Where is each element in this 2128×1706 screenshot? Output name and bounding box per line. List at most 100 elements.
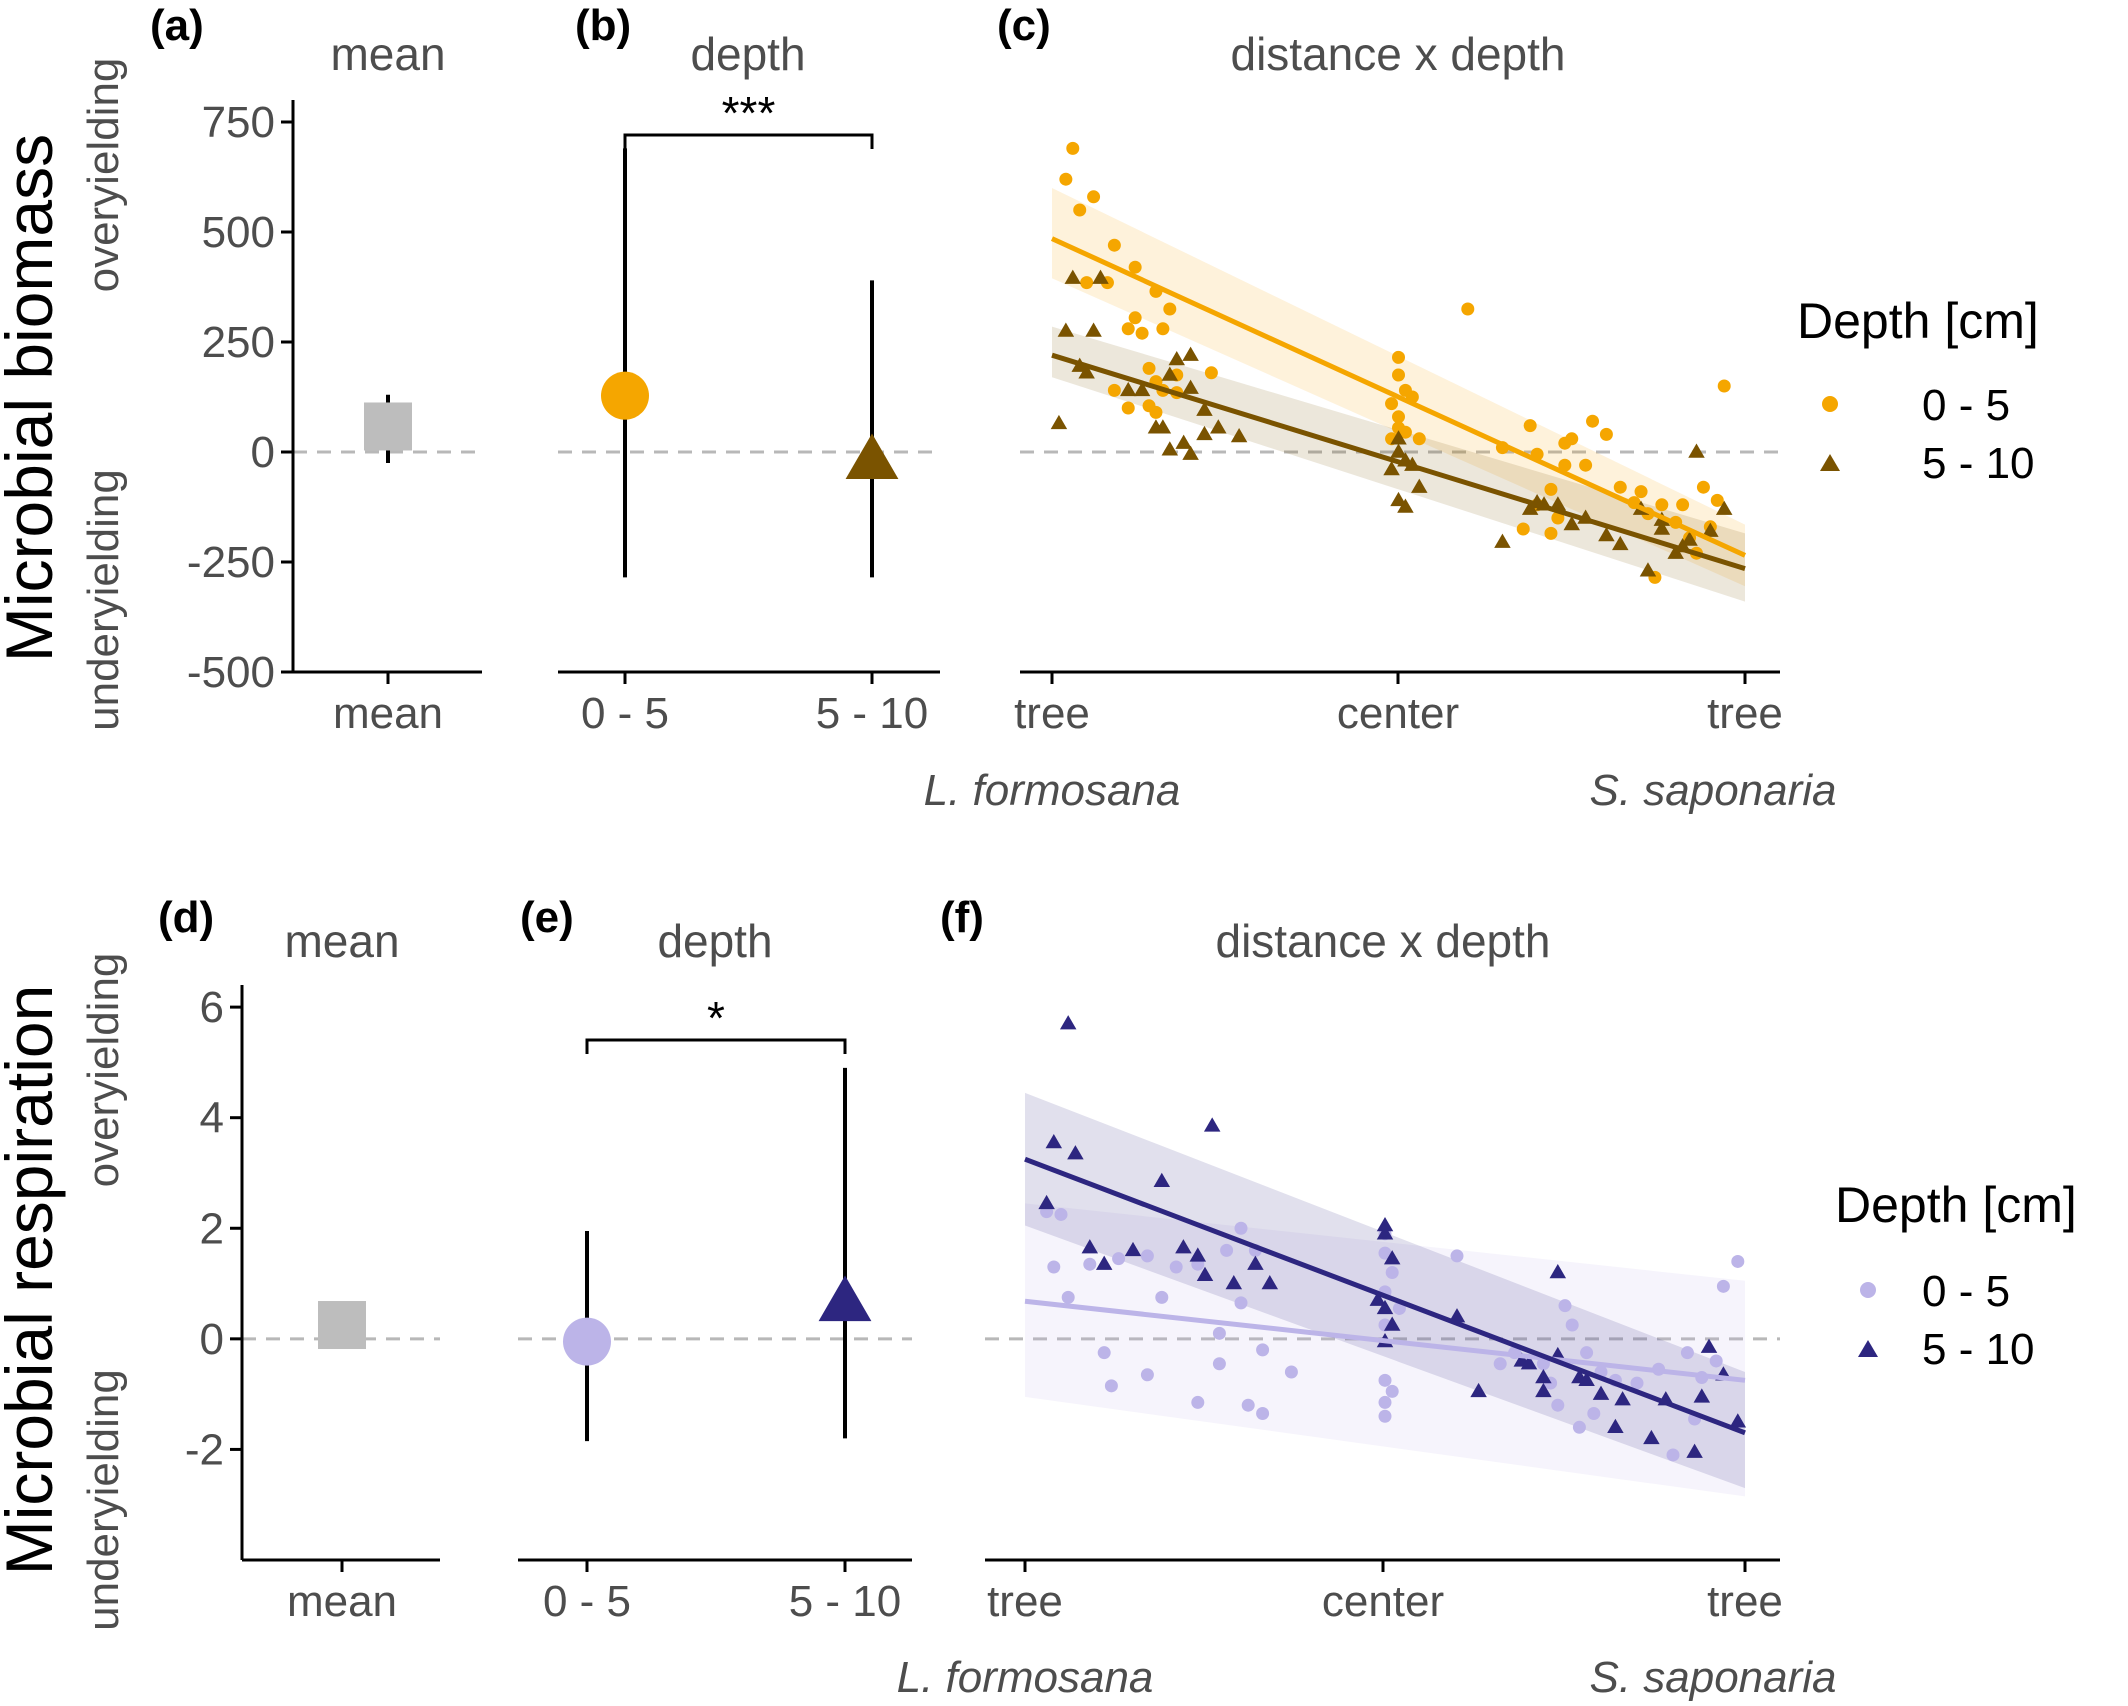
data-point <box>1563 516 1580 531</box>
regression-line-1 <box>1024 1298 1746 1383</box>
data-point <box>1128 311 1142 325</box>
panel-d-plot: 6 4 2 0 -2 mean <box>185 983 440 1626</box>
panel-a-plot: 750 500 250 0 -250 -500 mean <box>187 98 482 738</box>
data-point <box>1709 1354 1723 1368</box>
data-point <box>1666 1448 1680 1462</box>
panel-d: (d) mean 6 4 2 0 -2 mean <box>158 893 440 1626</box>
data-point <box>1412 432 1426 446</box>
data-point <box>1038 1194 1055 1210</box>
data-point <box>1385 397 1399 411</box>
data-point <box>1383 461 1400 476</box>
data-point <box>1493 1357 1507 1371</box>
x-tick-label: 0 - 5 <box>543 1577 631 1626</box>
data-point <box>1383 1250 1401 1265</box>
y-tick-label: 0 <box>251 428 275 477</box>
data-point <box>1676 498 1690 512</box>
data-point <box>1523 419 1537 433</box>
data-point <box>1261 1275 1279 1290</box>
data-point <box>1558 1299 1572 1313</box>
data-point <box>1397 498 1414 513</box>
data-point <box>1376 1299 1394 1315</box>
underyielding-label-bottom: underyielding <box>79 1369 128 1631</box>
data-point <box>1544 526 1558 540</box>
row-label-respiration: Microbial respiration <box>0 985 66 1576</box>
data-point <box>1702 522 1719 537</box>
data-point <box>1448 1308 1466 1323</box>
data-point <box>1572 1420 1586 1434</box>
data-point <box>1520 1355 1538 1370</box>
data-point <box>1210 419 1227 434</box>
data-point <box>1390 430 1407 445</box>
data-point <box>1558 458 1572 472</box>
data-point <box>1234 1221 1248 1235</box>
data-point <box>1729 1413 1747 1428</box>
data-point <box>1390 443 1407 458</box>
data-point <box>1087 190 1101 204</box>
y-tick-label: 6 <box>200 983 224 1032</box>
data-point <box>1212 1326 1226 1340</box>
y-tick-label: 0 <box>200 1315 224 1364</box>
legend-top-key-5-10 <box>1820 454 1840 471</box>
panel-b-letter: (b) <box>575 1 631 50</box>
data-point <box>1196 425 1213 441</box>
data-point <box>1059 1015 1077 1030</box>
data-point <box>1680 1346 1694 1360</box>
data-point <box>1549 1263 1567 1279</box>
panel-c-title: distance x depth <box>1230 28 1565 80</box>
data-point <box>1107 238 1121 252</box>
data-point <box>1175 434 1192 449</box>
legend-top-label-0-5: 0 - 5 <box>1922 381 2010 430</box>
data-point <box>1655 498 1669 512</box>
y-tick-label: -2 <box>185 1425 224 1474</box>
data-point <box>1586 414 1600 428</box>
panel-c-plot: tree center tree <box>1014 141 1783 738</box>
confidence-band-1 <box>1052 188 1745 587</box>
data-point <box>1059 172 1073 186</box>
point-2 <box>845 433 899 480</box>
legend-bottom-title: Depth [cm] <box>1835 1177 2077 1233</box>
data-point <box>1378 1373 1392 1387</box>
data-point <box>1073 203 1087 217</box>
x-tick-label: 0 - 5 <box>581 689 669 738</box>
data-point <box>1598 527 1615 542</box>
panel-c-letter: (c) <box>997 1 1051 50</box>
species-left-bottom: L. formosana <box>897 1653 1154 1702</box>
row-label-biomass: Microbial biomass <box>0 134 66 662</box>
point-1 <box>318 1301 366 1350</box>
x-tick-label: tree <box>987 1577 1063 1626</box>
legend-top-label-5-10: 5 - 10 <box>1922 439 2035 488</box>
data-point <box>1392 410 1405 424</box>
point-1 <box>563 1317 611 1366</box>
data-point <box>1686 1443 1703 1458</box>
panel-e: (e) depth 0 - 5 5 - 10 * <box>518 893 912 1626</box>
x-tick-label: tree <box>1707 689 1783 738</box>
panel-c: (c) distance x depth tree center tree L. f… <box>924 1 1837 815</box>
data-point <box>1156 322 1170 336</box>
data-point <box>1579 458 1593 472</box>
y-tick-label: 250 <box>202 318 275 367</box>
data-point <box>1607 1418 1624 1434</box>
data-point <box>1731 1254 1745 1268</box>
panel-e-plot: 0 - 5 5 - 10 * <box>518 992 912 1626</box>
regression-line-1 <box>1050 236 1747 558</box>
legend-top-title: Depth [cm] <box>1797 293 2039 349</box>
data-point <box>1551 1398 1565 1412</box>
data-point <box>1450 1249 1464 1263</box>
data-point <box>1241 1398 1255 1412</box>
data-point <box>1551 511 1565 525</box>
panel-b-plot: 0 - 5 5 - 10 *** <box>558 87 940 738</box>
data-point <box>1516 522 1530 536</box>
species-left-top: L. formosana <box>924 766 1181 815</box>
panel-a-title: mean <box>330 28 445 80</box>
data-point <box>1230 428 1248 443</box>
data-point <box>1630 1376 1644 1390</box>
data-point <box>1119 381 1137 397</box>
data-point <box>1121 322 1135 336</box>
data-point <box>1204 366 1218 380</box>
data-point <box>1494 533 1511 548</box>
data-point <box>1256 1343 1270 1357</box>
data-point <box>1182 379 1199 394</box>
data-point <box>1107 383 1121 397</box>
data-point <box>1390 491 1407 507</box>
